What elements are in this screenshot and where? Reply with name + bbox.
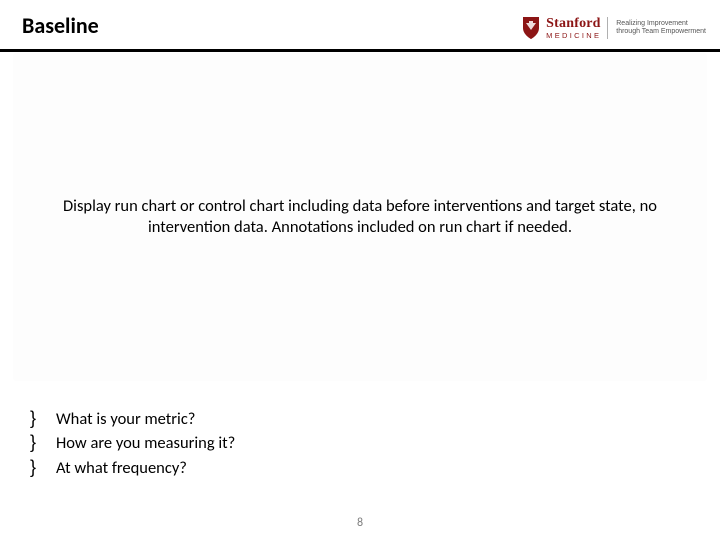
bullet-glyph: } (30, 406, 56, 430)
bullet-glyph: } (30, 455, 56, 479)
logo-tagline-1: Realizing Improvement (616, 20, 706, 28)
list-item: } What is your metric? (30, 406, 720, 430)
chart-placeholder-box: Display run chart or control chart inclu… (14, 54, 706, 380)
logo-medicine-text: MEDICINE (546, 32, 601, 40)
slide-header: Baseline Stanford MEDICINE Realizing Imp… (0, 0, 720, 52)
bullet-text: At what frequency? (56, 457, 720, 479)
shield-icon (522, 16, 540, 40)
stanford-logo: Stanford MEDICINE Realizing Improvement … (522, 16, 706, 40)
list-item: } At what frequency? (30, 455, 720, 479)
bullet-list: } What is your metric? } How are you mea… (30, 406, 720, 479)
bullet-text: How are you measuring it? (56, 432, 720, 454)
bullet-glyph: } (30, 430, 56, 454)
logo-stanford-text: Stanford (546, 17, 601, 31)
logo-tagline: Realizing Improvement through Team Empow… (614, 20, 706, 36)
bullet-text: What is your metric? (56, 408, 720, 430)
logo-tagline-2: through Team Empowerment (616, 28, 706, 36)
logo-text: Stanford MEDICINE (546, 17, 608, 40)
page-number: 8 (0, 516, 720, 530)
list-item: } How are you measuring it? (30, 430, 720, 454)
chart-placeholder-text: Display run chart or control chart inclu… (35, 196, 685, 238)
